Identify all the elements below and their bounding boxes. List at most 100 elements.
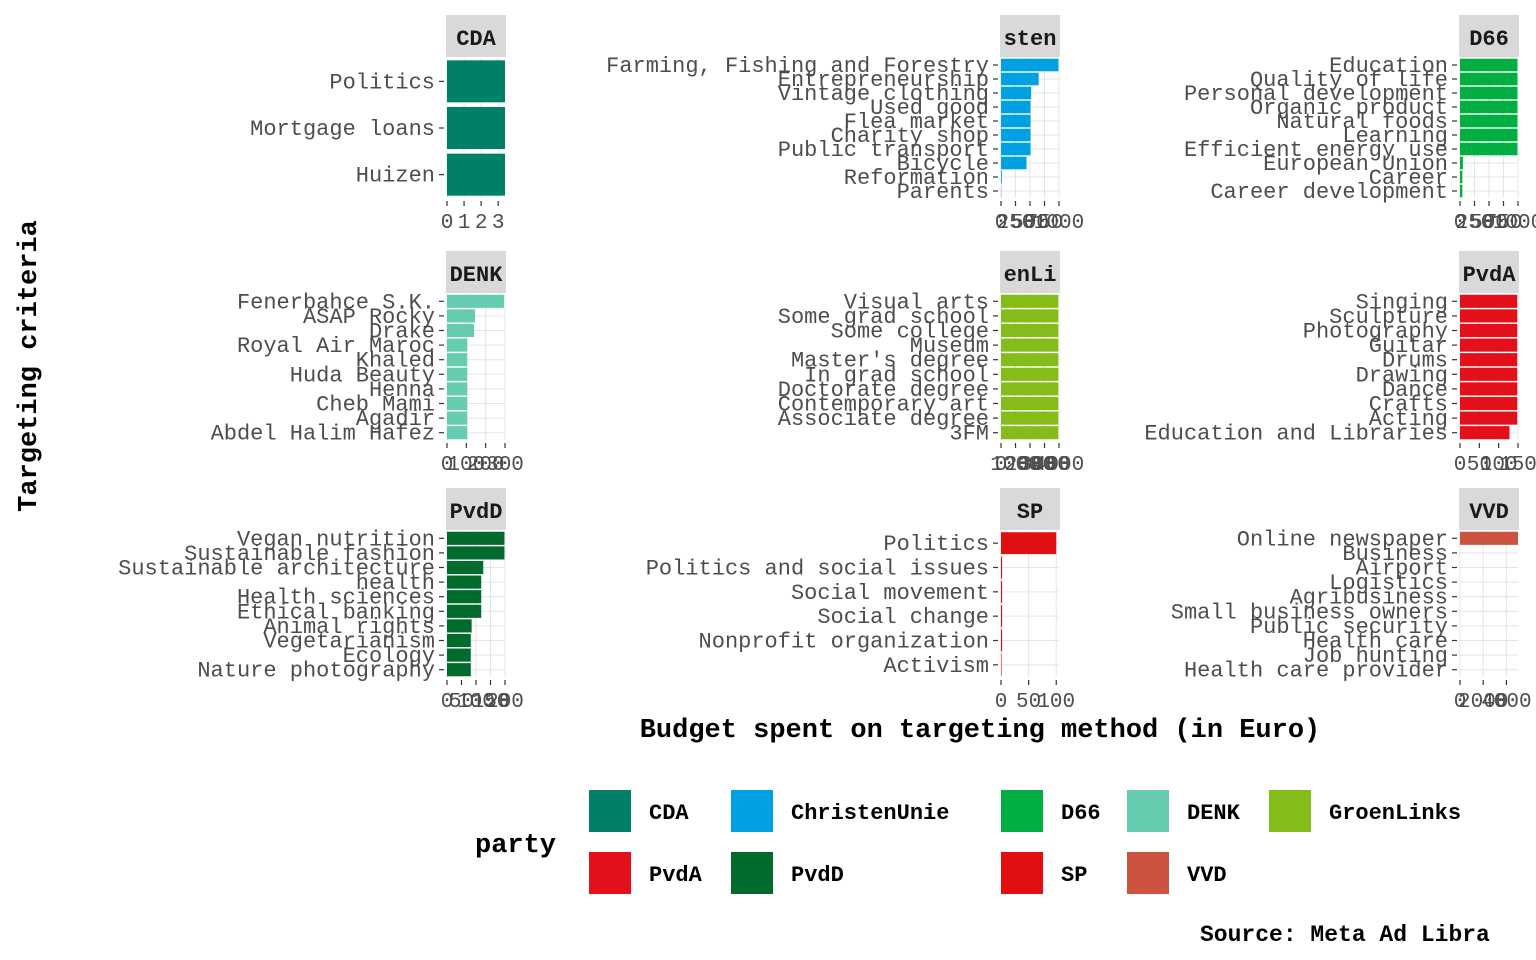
y-tick-label: Politics <box>883 532 989 557</box>
y-tick-label: Politics and social issues <box>646 557 989 582</box>
y-tick-label: Crafts <box>1369 393 1448 418</box>
bar-denk <box>447 396 468 411</box>
y-tick-label: Health care <box>1303 630 1448 655</box>
y-tick-label: Museum <box>910 334 989 359</box>
legend-label: VVD <box>1187 863 1227 888</box>
bar-sp <box>1001 556 1003 579</box>
y-tick-label: Master's degree <box>791 349 989 374</box>
y-tick-label: In grad school <box>804 363 989 388</box>
bar-denk <box>447 338 468 352</box>
x-tick-label: 750 <box>1485 212 1523 235</box>
y-tick-label: Huizen <box>356 164 435 189</box>
x-axis-title: Budget spent on targeting method (in Eur… <box>640 716 1321 746</box>
bar-christenunie <box>1001 170 1002 184</box>
y-tick-label: Vegan nutrition <box>237 527 435 552</box>
bar-pvda <box>1460 426 1510 440</box>
y-tick-label: Khaled <box>356 349 435 374</box>
y-tick-label: Fenerbahce S.K. <box>237 290 435 315</box>
bar-groenlinks <box>1001 323 1059 338</box>
y-tick-label: Airport <box>1356 557 1448 582</box>
panel-strip-label: CDA <box>456 27 496 52</box>
x-tick-label: 100 <box>457 691 495 714</box>
bar-christenunie <box>1001 72 1039 86</box>
x-tick-label: 0 <box>995 212 1008 235</box>
y-tick-label: Sculpture <box>1329 305 1448 330</box>
y-tick-label: Public transport <box>778 138 989 163</box>
y-tick-label: Sustainable fashion <box>184 542 435 567</box>
bar-sp <box>1001 605 1003 628</box>
bar-d66 <box>1460 170 1463 184</box>
bar-d66 <box>1460 184 1463 198</box>
bar-groenlinks <box>1001 396 1059 411</box>
bar-denk <box>447 309 476 323</box>
x-tick-label: 250 <box>997 212 1035 235</box>
bar-d66 <box>1460 114 1518 128</box>
x-tick-label: 500 <box>1470 212 1508 235</box>
legend-item-d66: D66 <box>1001 790 1101 832</box>
bar-groenlinks <box>1001 411 1059 425</box>
legend-label: GroenLinks <box>1329 801 1461 826</box>
bar-pvda <box>1460 353 1518 367</box>
x-tick-label: 3000 <box>1019 454 1069 477</box>
y-tick-label: Used good <box>870 96 989 121</box>
legend-swatch <box>731 852 773 894</box>
y-tick-label: Quality of life <box>1250 68 1448 93</box>
bar-pvda <box>1460 411 1518 425</box>
y-tick-label: Drums <box>1382 349 1448 374</box>
bar-pvdd <box>447 546 505 560</box>
legend-swatch <box>1127 790 1169 832</box>
y-tick-label: Mortgage loans <box>250 117 435 142</box>
y-tick-label: Learning <box>1342 124 1448 149</box>
legend-swatch <box>1001 852 1043 894</box>
y-tick-label: Efficient energy use <box>1184 138 1448 163</box>
x-tick-label: 0 <box>441 691 454 714</box>
y-tick-label: Online newspaper <box>1237 527 1448 552</box>
bar-christenunie <box>1001 86 1032 100</box>
bar-christenunie <box>1001 142 1031 156</box>
x-tick-label: 2000 <box>1458 691 1508 714</box>
y-tick-label: Education <box>1329 54 1448 79</box>
y-tick-label: Natural foods <box>1276 110 1448 135</box>
bar-pvdd <box>447 633 471 648</box>
x-tick-label: 50 <box>1467 454 1492 477</box>
bar-pvda <box>1460 382 1518 396</box>
y-tick-label: Business <box>1342 542 1448 567</box>
y-tick-label: Farming, Fishing and Forestry <box>606 54 989 79</box>
y-tick-label: Animal rights <box>263 615 435 640</box>
y-tick-label: Job hunting <box>1303 644 1448 669</box>
bar-denk <box>447 294 505 308</box>
bar-cda <box>447 107 505 149</box>
bar-pvdd <box>447 619 472 633</box>
y-tick-label: Health sciences <box>237 586 435 611</box>
x-tick-label: 150 <box>1499 454 1536 477</box>
bar-pvda <box>1460 294 1518 308</box>
y-tick-label: Flea market <box>844 110 989 135</box>
y-tick-label: Drawing <box>1356 363 1448 388</box>
y-tick-label: Associate degree <box>778 407 989 432</box>
legend-swatch <box>589 790 631 832</box>
y-tick-label: Agadir <box>356 407 435 432</box>
x-tick-label: 0 <box>1454 212 1467 235</box>
y-tick-label: Personal development <box>1184 82 1448 107</box>
bar-d66 <box>1460 128 1518 142</box>
x-tick-label: 250 <box>1456 212 1494 235</box>
x-tick-label: 500 <box>1011 212 1049 235</box>
y-tick-label: Charity shop <box>831 124 989 149</box>
panel-strip-label: SP <box>1017 500 1043 525</box>
x-tick-label: 0 <box>995 691 1008 714</box>
bar-cda <box>447 153 505 196</box>
panel-strip <box>1459 15 1519 57</box>
y-tick-label: Entrepreneurship <box>778 68 989 93</box>
legend-item-pvdd: PvdD <box>731 852 844 894</box>
panel-strip <box>446 251 506 293</box>
bar-pvda <box>1460 367 1518 381</box>
y-tick-label: Health care provider <box>1184 659 1448 684</box>
bar-sp <box>1001 629 1003 652</box>
y-tick-label: Reformation <box>844 166 989 191</box>
y-tick-label: Guitar <box>1369 334 1448 359</box>
bar-denk <box>447 353 468 367</box>
x-tick-label: 100 <box>1037 691 1075 714</box>
